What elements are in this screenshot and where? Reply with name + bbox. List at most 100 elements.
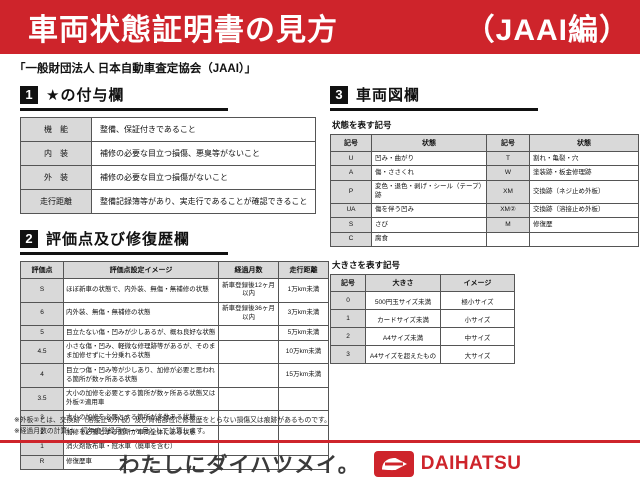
table-cell: 500円玉サイズ未満 [365, 291, 441, 311]
section-title: 評価点及び修復歴欄 [46, 231, 191, 248]
table-cell: 傷を伴う凹み [371, 202, 487, 219]
table-cell: ほぼ新車の状態で、内外装、無傷・無補修の状態 [63, 278, 219, 303]
table-cell: 3.5 [20, 386, 64, 412]
table-cell: 1 [20, 439, 64, 456]
table-cell: 塗装跡・板金修理跡 [529, 165, 639, 181]
condition-symbols-label: 状態を表す記号 [332, 120, 392, 130]
table-row: P 変色・退色・剥げ・シール（テープ）跡 XM 交換跡（ネジ止め外板） [330, 179, 639, 204]
column-header: 状態 [371, 134, 487, 152]
table-cell: 変色・退色・剥げ・シール（テープ）跡 [371, 179, 487, 204]
table-cell: 交換跡（ネジ止め外板） [529, 179, 639, 204]
table-cell: A [330, 165, 372, 181]
table-row: S ほぼ新車の状態で、内外装、無傷・無補修の状態 新車登録後12ヶ月以内 1万km未満 [20, 278, 329, 303]
table-cell: 0 [330, 291, 366, 311]
table-cell: 傷・ささくれ [371, 165, 487, 181]
table-row: 走行距離 整備記録簿等があり、実走行であることが確認できること [20, 189, 316, 214]
table-cell: 6 [20, 301, 64, 327]
section-header-diagram: 3 車両図欄 [330, 84, 538, 111]
section-title: 車両図欄 [356, 87, 421, 104]
section-title: ★の付与欄 [46, 87, 125, 104]
table-row: 内 装補修の必要な目立つ損傷、悪臭等がないこと [20, 141, 316, 166]
table-cell: 5万km未満 [278, 325, 329, 341]
table-cell: 割れ・亀裂・穴 [529, 150, 639, 167]
table-cell: XM [486, 179, 530, 204]
table-cell: 内 装 [20, 141, 92, 166]
table-row: 3 大小の加修を必要とする箇所が多数ある状態 [20, 410, 329, 427]
size-symbols-table: 記号 大きさ イメージ 0 500円玉サイズ未満 極小サイズ 1 カードサイズ未満 小サイズ 2 A… [330, 274, 515, 365]
table-cell: W [486, 165, 530, 181]
table-cell: 目立たない傷・凹みが少しあるが、概ね良好な状態 [63, 325, 219, 341]
section-number-badge: 3 [330, 85, 348, 104]
table-cell: さび [371, 217, 487, 233]
column-header: 評価点設定イメージ [63, 261, 219, 279]
left-column: 1 ★の付与欄 機 能整備、保証付きであること内 装補修の必要な目立つ損傷、悪臭… [20, 84, 329, 471]
table-cell [486, 231, 530, 248]
table-cell: T [486, 150, 530, 167]
table-cell: 交換跡（溶接止め外板） [529, 202, 639, 219]
table-row: 6 内外装、無傷・無補修の状態 新車登録後36ヶ月以内 3万km未満 [20, 301, 329, 327]
right-column: 3 車両図欄 状態を表す記号 記号 状態 記号 状態 U 凹み・曲がり T 割れ・亀裂・穴 A 傷… [330, 84, 639, 365]
table-cell: M [486, 217, 530, 233]
issuer-subtitle: 「一般財団法人 日本自動車査定協会（JAAI）」 [14, 63, 257, 75]
table-cell [278, 454, 329, 471]
table-row: 4.5 小さな傷・凹み、軽微な修理跡等があるが、そのまま加修せずに十分乗れる状態 1… [20, 339, 329, 365]
table-row: C 腐食 [330, 231, 639, 248]
table-cell: 15万km未満 [278, 363, 329, 388]
brand-slogan: わたしにダイハツメイ。 [118, 453, 360, 477]
table-row: 外 装補修の必要な目立つ損傷がないこと [20, 165, 316, 190]
table-row: 1 カードサイズ未満 小サイズ [330, 309, 515, 329]
table-row: A 傷・ささくれ W 塗装跡・板金修理跡 [330, 165, 639, 181]
section-number-badge: 1 [20, 85, 38, 104]
table-cell: 3 [330, 345, 366, 365]
table-cell: S [330, 217, 372, 233]
table-cell: 1 [330, 309, 366, 329]
table-cell: 2 [330, 327, 366, 347]
column-header: 評価点 [20, 261, 64, 279]
table-row: U 凹み・曲がり T 割れ・亀裂・穴 [330, 150, 639, 167]
table-cell: 新車登録後36ヶ月以内 [218, 301, 279, 327]
table-header-row: 評価点 評価点設定イメージ 経過月数 走行距離 [20, 261, 329, 279]
column-header: 走行距離 [278, 261, 329, 279]
table-row: 2 A4サイズ未満 中サイズ [330, 327, 515, 347]
table-cell: C [330, 231, 372, 248]
table-cell: XM② [486, 202, 530, 219]
table-cell: U [330, 150, 372, 167]
table-row: 5 目立たない傷・凹みが少しあるが、概ね良好な状態 5万km未満 [20, 325, 329, 341]
table-cell: 機 能 [20, 117, 92, 142]
table-cell: 外 装 [20, 165, 92, 190]
table-cell: 腐食 [371, 231, 487, 248]
table-cell: 新車登録後12ヶ月以内 [218, 278, 279, 303]
size-symbols-label: 大きさを表す記号 [332, 260, 401, 271]
table-cell: 内外装、無傷・無補修の状態 [63, 301, 219, 327]
table-cell: 補修の必要な目立つ損傷、悪臭等がないこと [91, 141, 316, 166]
table-cell: 大サイズ [440, 345, 515, 365]
table-cell: 極小サイズ [440, 291, 515, 311]
table-cell: 修復歴 [529, 217, 639, 233]
table-cell: A4サイズを超えたもの [365, 345, 441, 365]
column-header: 記号 [330, 134, 372, 152]
section-header-star: 1 ★の付与欄 [20, 84, 228, 111]
table-header-row: 記号 大きさ イメージ [330, 274, 515, 293]
brand-logo: DAIHATSU [373, 450, 522, 477]
table-cell [218, 386, 279, 412]
table-cell: UA [330, 202, 372, 219]
table-row: 2 加修を必要とする箇所が車両全体にある状態 [20, 425, 329, 441]
table-cell: 凹み・曲がり [371, 150, 487, 167]
table-row: UA 傷を伴う凹み XM② 交換跡（溶接止め外板） [330, 202, 639, 219]
table-cell: 走行距離 [20, 189, 92, 214]
column-header: 記号 [486, 134, 530, 152]
daihatsu-d-mark-icon [373, 450, 414, 477]
page-title-edition: （JAAI編） [464, 14, 630, 47]
star-criteria-table: 機 能整備、保証付きであること内 装補修の必要な目立つ損傷、悪臭等がないこと外 … [20, 117, 316, 214]
table-row: 3 A4サイズを超えたもの 大サイズ [330, 345, 515, 365]
table-cell: 3万km未満 [278, 301, 329, 327]
table-cell: S [20, 278, 64, 303]
footnote-line: ※外板②とは、交換跡（溶接止め外板）及び骨格部位に修復歴をとらない損傷又は痕跡が… [14, 417, 331, 424]
table-cell: 整備、保証付きであること [91, 117, 316, 142]
table-row: 0 500円玉サイズ未満 極小サイズ [330, 291, 515, 311]
table-cell: 4 [20, 363, 64, 388]
title-banner: 車両状態証明書の見方 （JAAI編） [0, 0, 640, 54]
brand-name: DAIHATSU [420, 452, 522, 474]
table-row: S さび M 修復歴 [330, 217, 639, 233]
